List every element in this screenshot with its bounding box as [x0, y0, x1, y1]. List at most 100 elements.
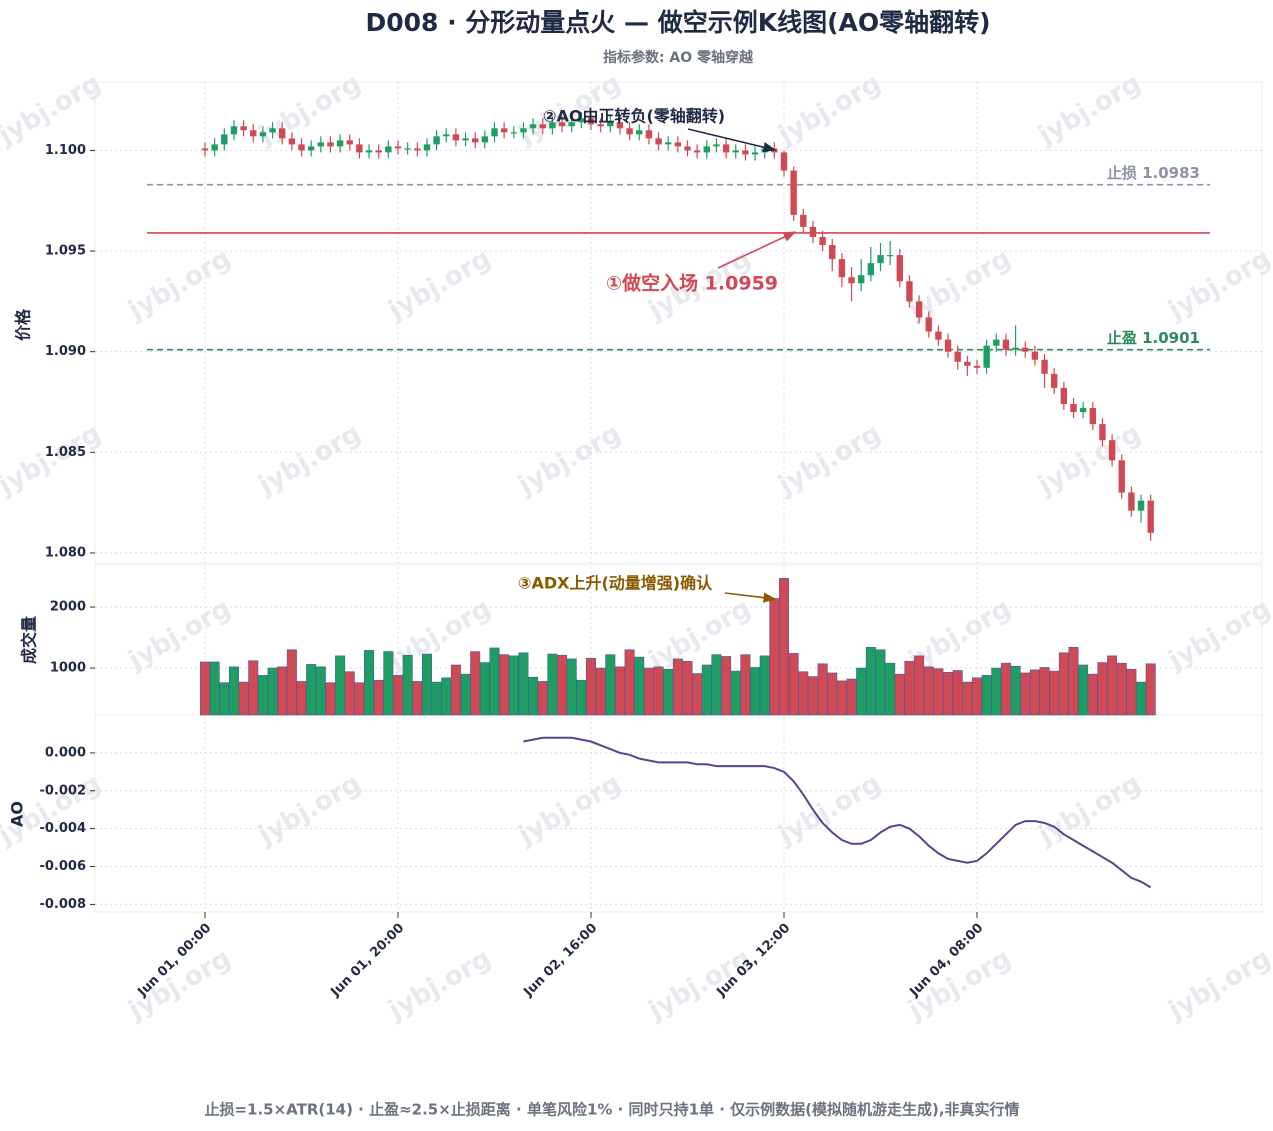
candle-body: [510, 132, 517, 134]
candle-body: [665, 142, 672, 145]
candle-body: [867, 263, 875, 276]
x-tick-label: Jun 01, 20:00: [328, 921, 408, 1001]
volume-bar: [315, 666, 326, 716]
ao-line: [523, 736, 1152, 889]
watermark: jybj.org: [773, 68, 886, 151]
ao-axis-label: AO: [8, 801, 27, 827]
candle-body: [964, 361, 971, 366]
volume-bar: [1087, 673, 1098, 716]
volume-bar: [856, 667, 867, 716]
chart-title: D008 · 分形动量点火 — 做空示例K线图(AO零轴翻转): [365, 8, 990, 37]
volume-bar: [508, 655, 519, 716]
candle-body: [597, 124, 604, 127]
y-tick-label: -0.004: [39, 821, 86, 836]
watermark: jybj.org: [1033, 768, 1146, 851]
candle-body: [751, 152, 759, 155]
candle-body: [780, 152, 788, 171]
volume-bar: [470, 651, 481, 716]
candle-body: [404, 148, 411, 150]
candle-body: [365, 150, 373, 153]
candle-body: [829, 245, 836, 260]
candle-body: [674, 142, 682, 147]
volume-bar: [595, 667, 606, 716]
watermark: jybj.org: [0, 418, 106, 501]
volume-bar: [711, 654, 722, 716]
volume-bar: [335, 655, 346, 716]
candle-body: [462, 138, 469, 141]
watermark: jybj.org: [253, 68, 366, 151]
volume-bar: [1010, 665, 1021, 716]
volume-bar: [1116, 662, 1127, 716]
volume-bar: [1049, 670, 1060, 716]
volume-bar: [1020, 672, 1031, 716]
volume-bar: [1039, 667, 1050, 716]
candle-body: [809, 226, 817, 237]
volume-bar: [614, 666, 625, 716]
volume-bar: [740, 654, 751, 716]
candle-body: [1147, 500, 1154, 533]
candle-body: [858, 275, 865, 284]
volume-bar: [981, 675, 992, 716]
watermark: jybj.org: [1163, 243, 1273, 326]
volume-bar: [528, 676, 539, 716]
footer-note: 止损=1.5×ATR(14) · 止盈≈2.5×止损距离 · 单笔风险1% · …: [204, 1101, 1019, 1119]
y-tick-label: 1.095: [45, 244, 86, 259]
candle-body: [1031, 351, 1039, 360]
candle-body: [500, 128, 508, 133]
volume-bar: [402, 654, 413, 716]
candle-body: [925, 317, 932, 332]
volume-bar: [392, 675, 403, 716]
candle-body: [317, 142, 324, 147]
candle-body: [703, 146, 710, 153]
candle-body: [944, 339, 952, 352]
candle-body: [732, 150, 739, 153]
volume-bar: [238, 681, 249, 716]
candle-body: [1012, 347, 1019, 350]
price-panel: [94, 81, 1263, 564]
volume-bar: [373, 679, 384, 716]
candle-body: [1079, 408, 1087, 413]
candle-body: [915, 301, 923, 318]
candle-body: [414, 148, 421, 151]
candle-body: [587, 118, 595, 125]
candle-body: [655, 138, 662, 145]
volume-bar: [885, 662, 896, 716]
volume-bar: [750, 667, 761, 716]
candle-body: [684, 146, 691, 151]
volume-bar: [585, 657, 596, 716]
volume-axis-label: 成交量: [20, 616, 39, 664]
candle-body: [472, 138, 479, 143]
candle-body: [983, 345, 990, 368]
volume-bar: [1107, 655, 1118, 716]
volume-bar: [460, 673, 471, 716]
candle-body: [819, 236, 826, 246]
volume-bar: [923, 666, 934, 716]
volume-bar: [672, 658, 683, 716]
volume-bar: [653, 666, 664, 716]
volume-bar: [219, 682, 230, 716]
volume-bar: [383, 651, 394, 716]
candle-body: [211, 144, 218, 151]
candle-body: [452, 134, 460, 141]
volume-bar: [325, 682, 336, 716]
volume-bar: [479, 662, 490, 716]
candle-body: [356, 144, 363, 153]
volume-bar: [663, 668, 674, 716]
volume-bar: [807, 676, 818, 716]
volume-bar: [624, 649, 635, 716]
candle-body: [240, 126, 247, 131]
volume-bar: [914, 655, 925, 716]
volume-bar: [499, 654, 510, 716]
volume-bar: [421, 653, 432, 716]
volume-bar: [228, 666, 239, 716]
candle-body: [1051, 373, 1058, 388]
candle-body: [607, 122, 614, 127]
volume-bar: [943, 672, 954, 716]
candle-body: [1137, 500, 1145, 511]
candle-body: [1060, 387, 1068, 405]
candle-body: [336, 140, 344, 147]
candle-body: [973, 365, 981, 368]
annotation: ①做空入场 1.0959: [606, 272, 778, 295]
